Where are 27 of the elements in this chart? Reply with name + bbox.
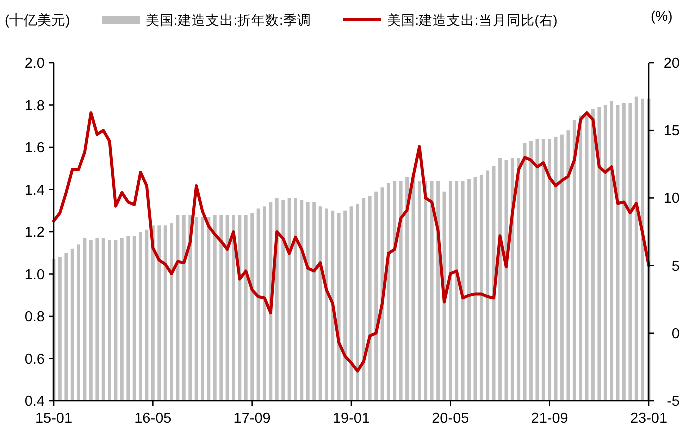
y2-axis-title: (%) <box>651 8 673 24</box>
y-tick-label: 1.0 <box>24 267 45 284</box>
x-tick-label: 21-09 <box>531 411 568 427</box>
x-tick-label: 20-05 <box>432 411 470 427</box>
y-tick-label: 0.4 <box>24 394 45 410</box>
y2-tick-label: 0 <box>672 326 680 342</box>
line-series <box>52 112 650 373</box>
y-tick-label: 0.6 <box>24 352 45 368</box>
y2-tick-label: -5 <box>667 394 680 410</box>
y-axis-title: (十亿美元) <box>5 12 70 28</box>
y-tick-label: 2.0 <box>24 56 45 72</box>
x-tick-label: 23-01 <box>630 411 668 427</box>
x-tick-label: 16-05 <box>134 411 172 427</box>
y-tick-label: 1.6 <box>24 140 45 156</box>
y2-tick-label: 20 <box>664 56 680 72</box>
y-tick-label: 1.4 <box>24 182 45 199</box>
y2-tick-label: 5 <box>672 258 680 275</box>
y-tick-label: 1.8 <box>24 98 45 114</box>
y-tick-label: 0.8 <box>24 310 45 326</box>
y2-tick-label: 10 <box>664 191 680 208</box>
y-tick-label: 1.2 <box>24 225 45 241</box>
legend-label: 美国:建造支出:折年数:季调 <box>146 13 312 28</box>
y2-tick-label: 15 <box>664 124 680 140</box>
legend-label: 美国:建造支出:当月同比(右) <box>387 13 558 28</box>
x-tick-label: 17-09 <box>234 411 271 427</box>
x-tick-label: 15-01 <box>35 411 73 427</box>
x-tick-label: 19-01 <box>332 411 370 427</box>
